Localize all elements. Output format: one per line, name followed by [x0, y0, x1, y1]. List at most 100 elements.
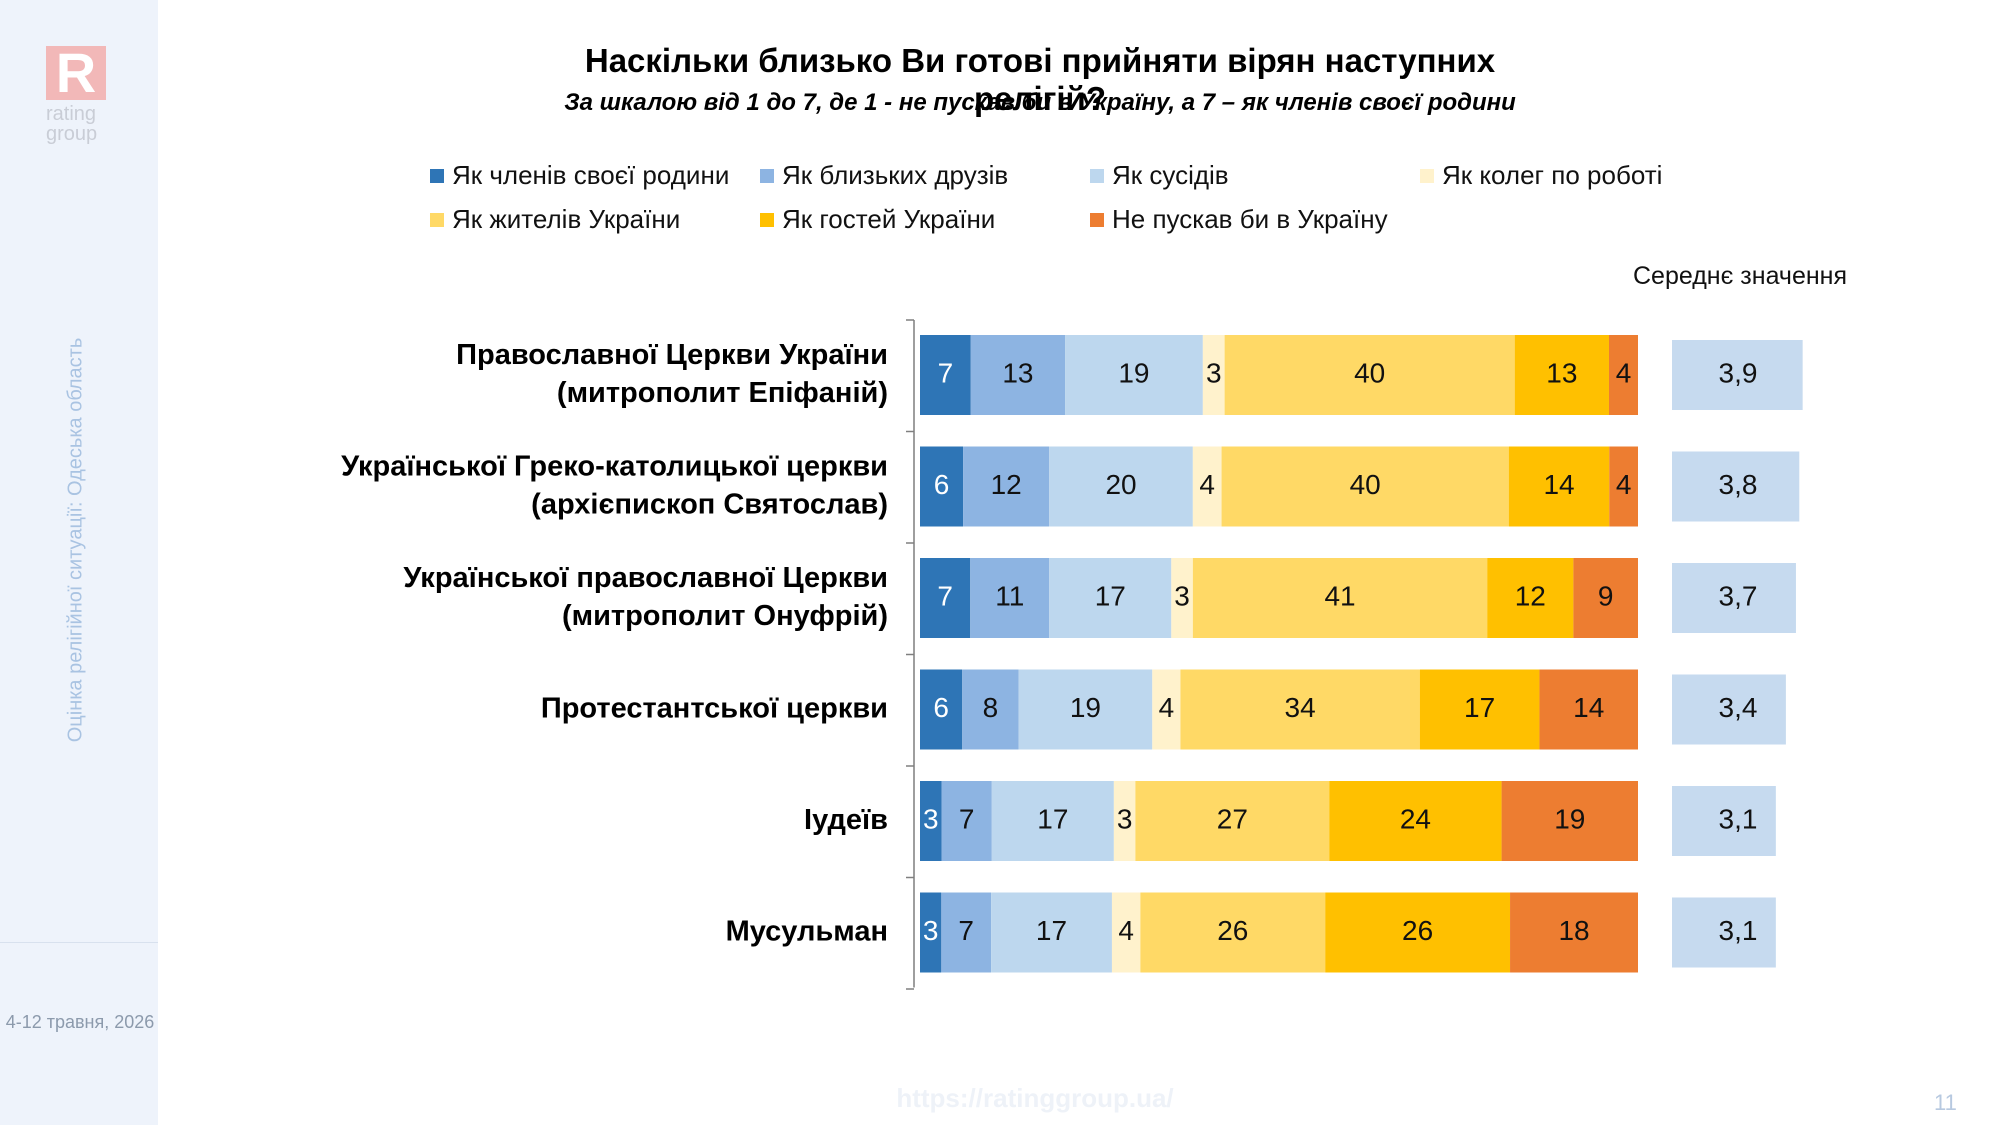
- legend-swatch: [1090, 212, 1104, 227]
- data-label: 4: [1118, 915, 1134, 946]
- mean-value-bar: [1672, 563, 1796, 633]
- bar-segment: [963, 446, 1050, 527]
- mean-value-label: 3,4: [1719, 692, 1758, 723]
- bar-segment: [1609, 446, 1638, 527]
- mean-value-bar: [1672, 897, 1776, 968]
- legend-item: Як членів своєї родини: [430, 160, 729, 191]
- mean-value-bar: [1672, 340, 1803, 410]
- legend-swatch: [430, 168, 444, 183]
- bar-segment: [1514, 335, 1609, 415]
- bar-segment: [1111, 892, 1141, 973]
- bar-segment: [1135, 781, 1330, 861]
- bar-segment: [991, 892, 1112, 973]
- bar-segment: [1539, 669, 1638, 750]
- data-label: 27: [1217, 803, 1248, 834]
- data-label: 26: [1217, 915, 1248, 946]
- bar-segment: [920, 892, 942, 973]
- chart-subtitle: За шкалою від 1 до 7, де 1 - не пускав б…: [564, 89, 1516, 116]
- survey-date: 4-12 травня, 2026: [5, 1012, 155, 1032]
- category-label: Іудеїв: [804, 804, 888, 836]
- data-label: 4: [1616, 469, 1632, 500]
- bar-segment: [1501, 781, 1638, 861]
- legend-item: Як близьких друзів: [760, 160, 1008, 191]
- bar-segment: [1049, 558, 1172, 638]
- bar-segment: [1487, 558, 1574, 638]
- bar-segment: [941, 781, 992, 861]
- data-label: 4: [1159, 692, 1175, 723]
- data-label: 9: [1598, 580, 1614, 611]
- category-label: Української православної Церкви (митропол…: [403, 562, 888, 632]
- bar-segment: [1018, 669, 1153, 750]
- data-label: 19: [1070, 692, 1101, 723]
- mean-value-label: 3,1: [1719, 803, 1758, 834]
- data-label: 6: [933, 692, 949, 723]
- bar-segment: [1049, 446, 1193, 527]
- bar-segment: [941, 892, 992, 973]
- data-label: 40: [1354, 357, 1385, 388]
- data-label: 6: [934, 469, 950, 500]
- legend-label: Як членів своєї родини: [452, 160, 730, 190]
- footer-url[interactable]: https://ratinggroup.ua/: [896, 1083, 1174, 1113]
- mean-value-label: 3,9: [1719, 357, 1758, 388]
- data-label: 4: [1616, 357, 1632, 388]
- sidebar-divider: [0, 942, 158, 943]
- data-label: 26: [1402, 915, 1433, 946]
- sidebar: R rating group Оцінка релігійної ситуаці…: [0, 0, 158, 1125]
- legend-swatch: [430, 212, 444, 227]
- data-label: 14: [1573, 692, 1604, 723]
- legend-swatch: [1420, 168, 1434, 183]
- legend-item: Як сусідів: [1090, 160, 1229, 191]
- bar-segment: [920, 781, 942, 861]
- bar-segment: [1508, 446, 1610, 527]
- data-label: 3: [1174, 580, 1190, 611]
- bar-segment: [970, 335, 1066, 415]
- legend-label: Як близьких друзів: [782, 160, 1009, 190]
- mean-value-bar: [1672, 674, 1786, 745]
- legend-swatch: [760, 212, 774, 227]
- category-label: Протестантської церкви: [541, 692, 888, 724]
- bar-segment: [1171, 558, 1193, 638]
- logo-letter: R: [46, 45, 106, 101]
- mean-value-label: 3,7: [1719, 580, 1758, 611]
- data-label: 24: [1400, 803, 1431, 834]
- legend-item: Як гостей України: [760, 204, 995, 235]
- data-label: 7: [937, 580, 953, 611]
- mean-value-bar: [1672, 786, 1776, 856]
- data-label: 17: [1464, 692, 1495, 723]
- chart-legend: Як членів своєї родини Як близьких друзів…: [430, 160, 1710, 250]
- data-label: 19: [1118, 357, 1149, 388]
- legend-item: Як колег по роботі: [1420, 160, 1662, 191]
- mean-value-header: Середнє значення: [1632, 262, 1847, 290]
- legend-label: Як колег по роботі: [1442, 160, 1663, 190]
- legend-item: Не пускав би в Україну: [1090, 204, 1388, 235]
- category-label: Православної Церкви України (митрополит Е…: [456, 339, 888, 409]
- brand-logo[interactable]: R rating group: [46, 45, 116, 145]
- legend-label: Як жителів України: [452, 204, 681, 234]
- data-label: 7: [959, 803, 975, 834]
- bar-segment: [1192, 446, 1222, 527]
- data-label: 17: [1095, 580, 1126, 611]
- data-label: 14: [1543, 469, 1574, 500]
- data-label: 18: [1558, 915, 1589, 946]
- data-label: 20: [1105, 469, 1136, 500]
- chart-title: Наскільки близько Ви готові прийняти вір…: [584, 42, 1496, 117]
- legend-item: Як жителів України: [430, 204, 680, 235]
- bar-segment: [1180, 669, 1420, 750]
- category-label: Мусульман: [726, 915, 888, 947]
- logo-text: rating group: [46, 103, 98, 145]
- bar-segment: [1192, 558, 1488, 638]
- legend-label: Як сусідів: [1112, 160, 1229, 190]
- bar-segment: [991, 781, 1114, 861]
- bar-segment: [1065, 335, 1203, 415]
- data-label: 12: [991, 469, 1022, 500]
- bar-segment: [1510, 892, 1638, 973]
- bar-segment: [1224, 335, 1515, 415]
- mean-value-bar: [1672, 451, 1800, 522]
- bar-segment: [1202, 335, 1225, 415]
- data-label: 12: [1515, 580, 1546, 611]
- legend-swatch: [1090, 168, 1104, 183]
- bar-segment: [1329, 781, 1502, 861]
- legend-label: Не пускав би в Україну: [1112, 204, 1388, 234]
- data-label: 4: [1199, 469, 1215, 500]
